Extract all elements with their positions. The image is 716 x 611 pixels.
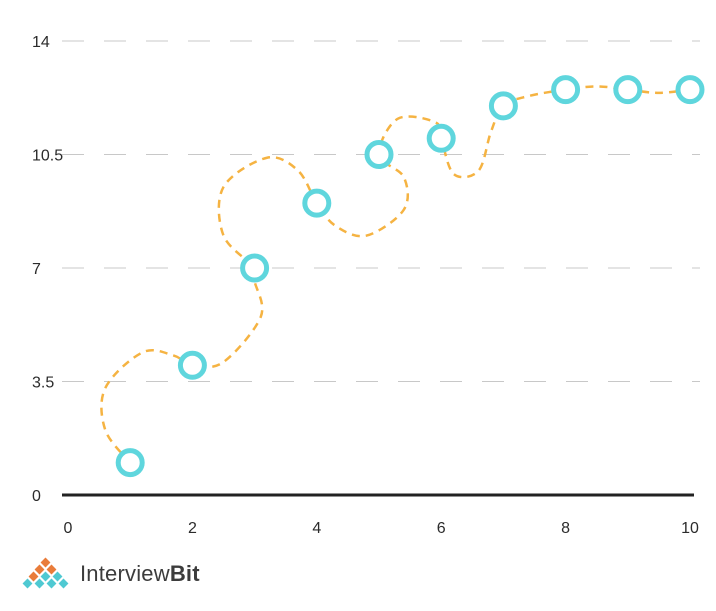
y-tick-label: 10.5	[32, 148, 63, 165]
data-points	[115, 75, 705, 478]
data-point	[302, 188, 332, 218]
interviewbit-logo: InterviewBit	[18, 556, 200, 592]
diamond-lattice-logo-icon	[22, 557, 69, 589]
y-tick-label: 14	[32, 34, 50, 51]
x-axis-ticks: 0 2 4 6 8 10	[64, 520, 699, 537]
data-point	[551, 75, 581, 105]
brand-name: InterviewBit	[80, 561, 200, 587]
y-tick-label: 7	[32, 261, 41, 278]
data-point	[115, 448, 145, 478]
data-point	[675, 75, 705, 105]
x-tick-label: 2	[188, 520, 197, 537]
x-tick-label: 10	[681, 520, 699, 537]
data-point	[426, 123, 456, 153]
y-tick-label: 0	[32, 488, 41, 505]
data-point	[240, 253, 270, 283]
trend-curve	[100, 85, 691, 464]
scatter-chart: 0 3.5 7 10.5 14 0 2 4 6 8 10	[32, 34, 705, 537]
brand-name-part1: Interview	[80, 561, 170, 586]
x-tick-label: 4	[312, 520, 321, 537]
y-axis-ticks: 0 3.5 7 10.5 14	[32, 34, 63, 505]
grid-lines	[62, 40, 700, 382]
x-tick-label: 8	[561, 520, 570, 537]
data-point	[613, 75, 643, 105]
x-tick-label: 6	[437, 520, 446, 537]
data-point	[177, 350, 207, 380]
y-tick-label: 3.5	[32, 375, 54, 392]
data-point	[364, 140, 394, 169]
data-point	[488, 91, 518, 121]
brand-name-part2: Bit	[169, 561, 200, 586]
x-tick-label: 0	[64, 520, 73, 537]
